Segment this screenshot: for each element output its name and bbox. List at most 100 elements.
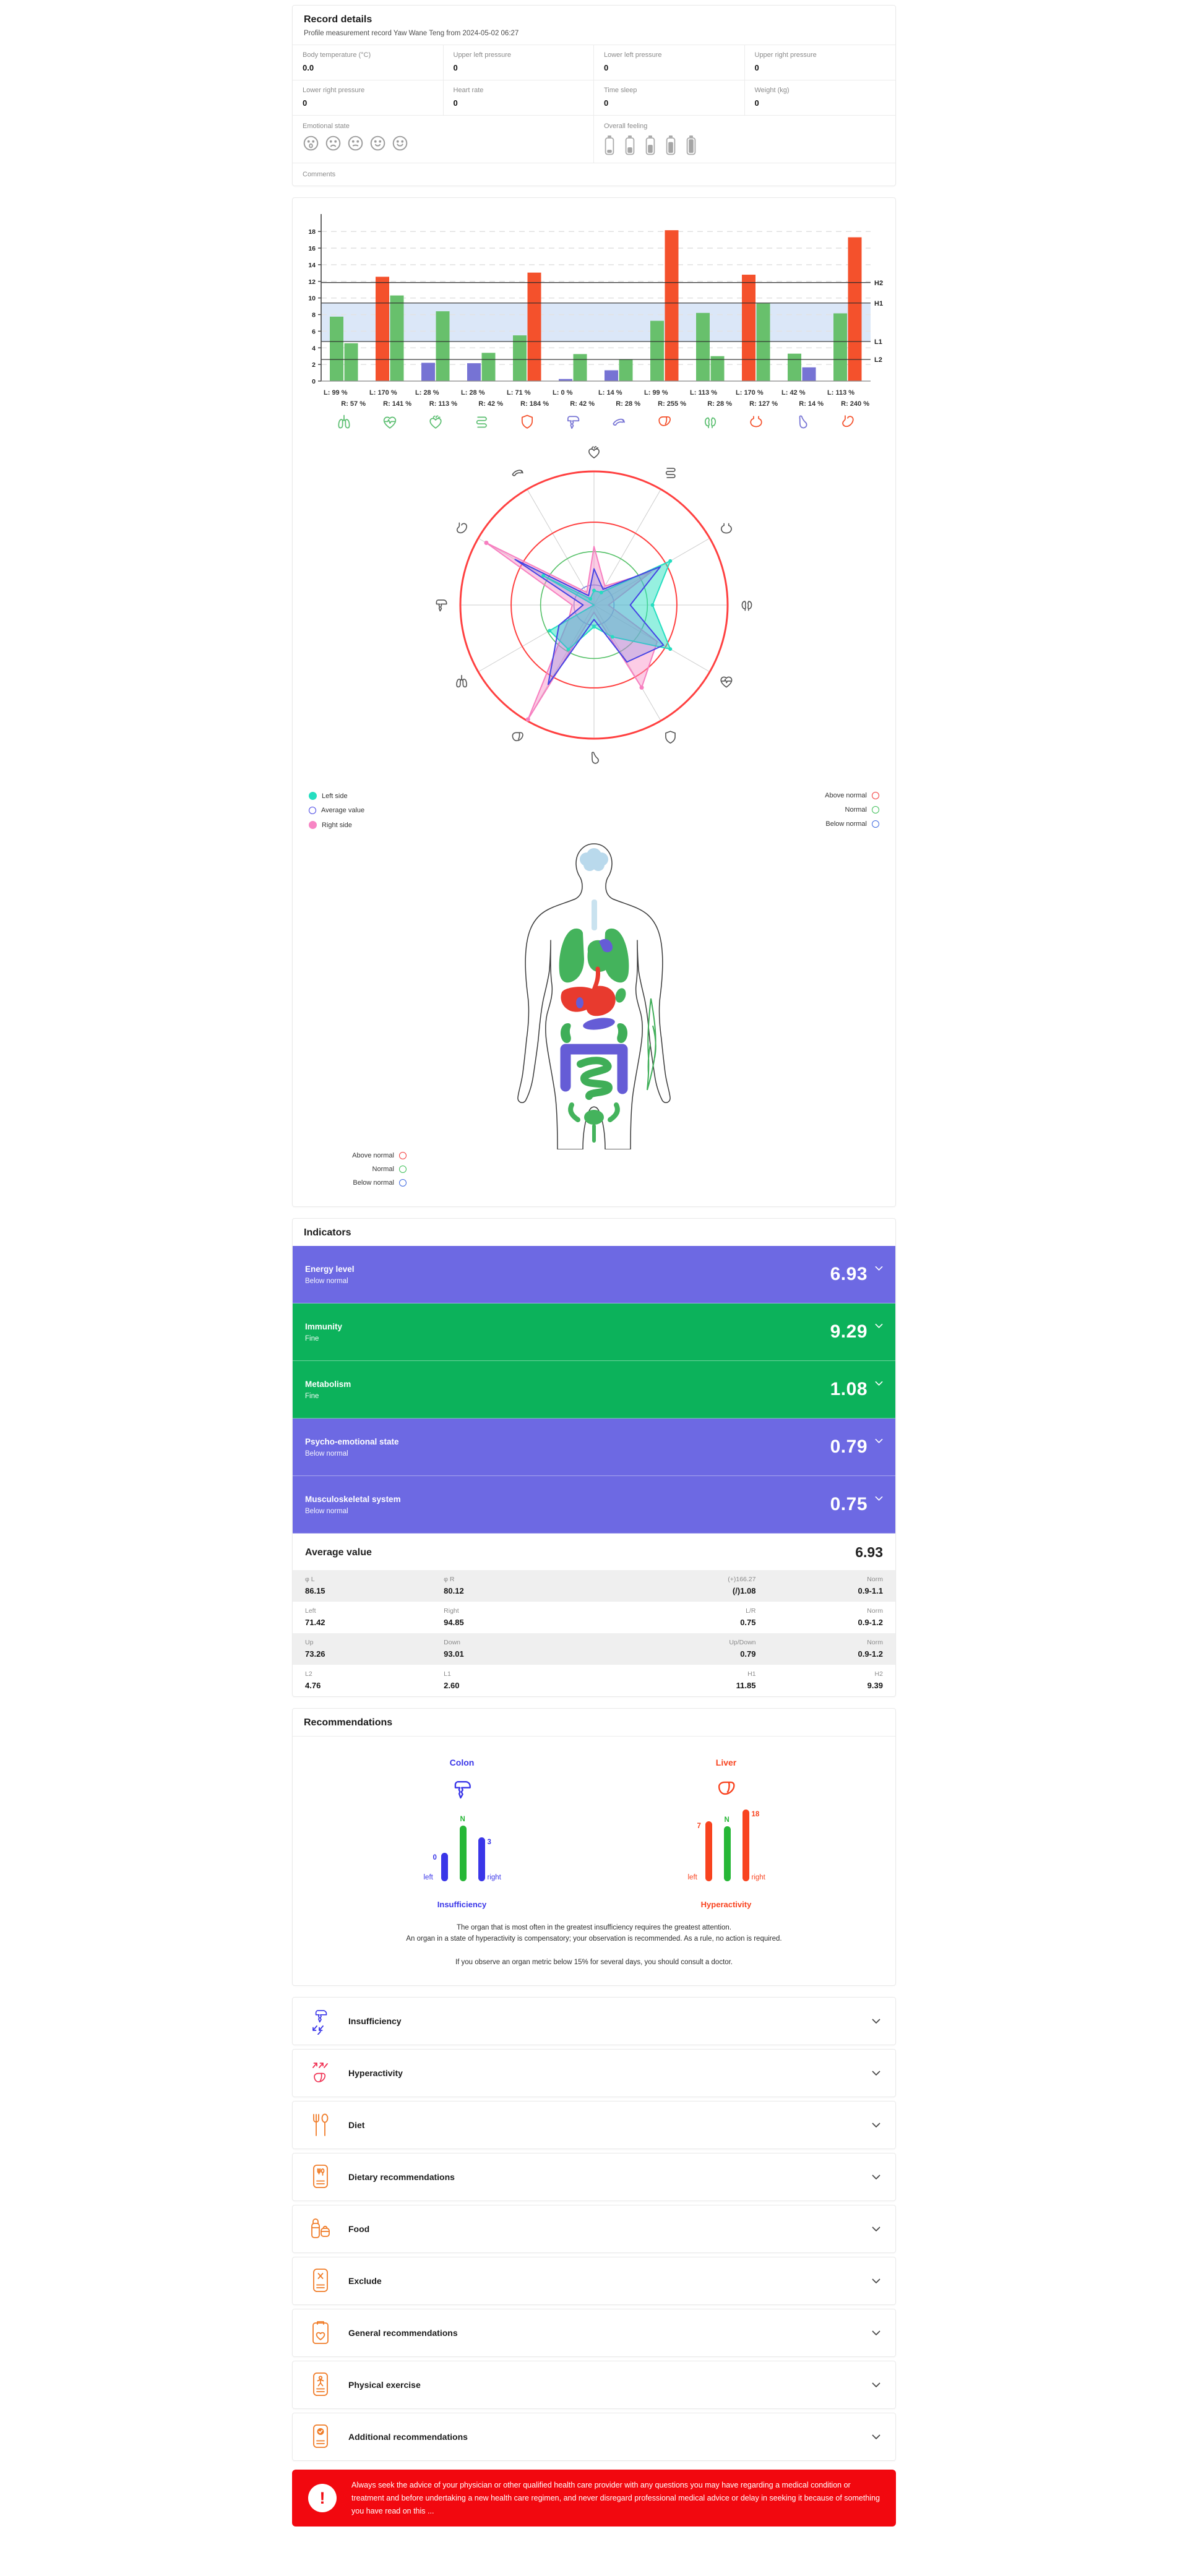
svg-text:R: 184 %: R: 184 % [520, 400, 549, 408]
left-bar [559, 379, 572, 381]
metrics-table-row: Up 73.26 Down 93.01 Up/Down 0.79 Norm 0.9-1.2 [293, 1633, 895, 1665]
indicator-row-psycho-emotional-state[interactable]: Psycho-emotional state Below normal 0.79 [293, 1419, 895, 1476]
colon-icon [450, 1777, 474, 1801]
indicator-row-immunity[interactable]: Immunity Fine 9.29 [293, 1303, 895, 1361]
battery-level-3-icon[interactable] [645, 135, 656, 155]
chevron-down-icon [875, 1266, 883, 1271]
left-bar [833, 313, 847, 381]
left-bar [696, 312, 710, 381]
field-value: 0.0 [303, 63, 314, 72]
trachea [592, 899, 597, 930]
chevron-down-icon [872, 2434, 880, 2439]
indicators-header: Indicators [293, 1219, 895, 1246]
accordion-general-recommendations[interactable]: General recommendations [292, 2309, 896, 2358]
accordion-dietary-recommendations[interactable]: Dietary recommendations [292, 2153, 896, 2202]
battery-level-4-icon[interactable] [665, 135, 676, 155]
record-details-header: Record details Profile measurement recor… [293, 6, 895, 45]
svg-text:R: 14 %: R: 14 % [799, 400, 824, 408]
metric-label: Down [444, 1639, 461, 1646]
field-label: Body temperature (°C) [303, 51, 371, 59]
emotional-state-field: Emotional state [293, 116, 594, 163]
battery-level-5-icon[interactable] [686, 135, 697, 155]
metric-value: (/)1.08 [732, 1586, 756, 1595]
great-face-icon[interactable] [392, 135, 408, 152]
neutral-face-icon[interactable] [347, 135, 364, 152]
svg-text:12: 12 [308, 278, 316, 286]
metrics-cell: L2 4.76 [305, 1670, 444, 1690]
metric-label: H2 [874, 1670, 883, 1678]
battery-level-1-icon[interactable] [604, 135, 615, 155]
upper-right-pressure-field[interactable]: Upper right pressure 0 [744, 45, 895, 80]
legend-item: Above normal [825, 792, 879, 799]
indicator-row-musculoskeletal-system[interactable]: Musculoskeletal system Below normal 0.75 [293, 1476, 895, 1534]
svg-text:R: 255 %: R: 255 % [658, 400, 686, 408]
metric-value: 80.12 [444, 1586, 464, 1595]
sad-face-icon[interactable] [325, 135, 342, 152]
heart-icon [588, 446, 600, 459]
indicator-name: Immunity [305, 1321, 343, 1331]
overall-feeling-rating[interactable] [604, 135, 885, 155]
upper-left-pressure-field[interactable]: Upper left pressure 0 [443, 45, 594, 80]
metrics-cell: Up/Down 0.79 [582, 1639, 755, 1659]
metrics-cell: φ R 80.12 [444, 1576, 582, 1595]
indicator-value: 1.08 [830, 1379, 867, 1399]
metric-value: 0.75 [740, 1618, 756, 1627]
time-sleep-field[interactable]: Time sleep 0 [594, 80, 745, 116]
indicator-row-energy-level[interactable]: Energy level Below normal 6.93 [293, 1246, 895, 1303]
emotional-state-rating[interactable] [303, 135, 583, 152]
metrics-cell: Left 71.42 [305, 1607, 444, 1627]
left-lung-organ [559, 928, 584, 983]
indicator-row-metabolism[interactable]: Metabolism Fine 1.08 [293, 1361, 895, 1419]
pancreas-organ [583, 1018, 615, 1030]
body-temperature-c-field[interactable]: Body temperature (°C) 0.0 [293, 45, 444, 80]
lower-left-pressure-field[interactable]: Lower left pressure 0 [594, 45, 745, 80]
field-value: 0 [604, 63, 609, 72]
accordion-hyperactivity[interactable]: Hyperactivity [292, 2049, 896, 2098]
metric-label: φ L [305, 1576, 315, 1583]
metrics-cell: Up 73.26 [305, 1639, 444, 1659]
accordion-insufficiency[interactable]: Insufficiency [292, 1997, 896, 2046]
legend-item: Average value [309, 807, 364, 814]
chevron-down-icon [872, 2226, 880, 2231]
legend-item: Normal [309, 1166, 407, 1173]
metric-value: 9.39 [867, 1681, 883, 1690]
legend-label: Average value [321, 807, 365, 814]
metrics-cell: φ L 86.15 [305, 1576, 444, 1595]
metric-label: L2 [305, 1670, 312, 1678]
radar-legend: Left side Average value Right side Above n… [293, 784, 895, 831]
right-bar [665, 230, 679, 381]
indicator-name: Musculoskeletal system [305, 1494, 401, 1504]
legend-item: Right side [309, 821, 364, 829]
accordion-food[interactable]: Food [292, 2205, 896, 2254]
weight-kg-field[interactable]: Weight (kg) 0 [744, 80, 895, 116]
mini-bar-value: N [724, 1816, 730, 1824]
liver-icon [512, 732, 523, 742]
good-face-icon[interactable] [369, 135, 386, 152]
metric-value: 86.15 [305, 1586, 325, 1595]
stomach-icon [842, 415, 854, 427]
legend-item: Left side [309, 792, 364, 800]
lower-right-pressure-field[interactable]: Lower right pressure 0 [293, 80, 444, 116]
clipboard-heart-icon [312, 2321, 329, 2345]
very-sad-face-icon[interactable] [303, 135, 319, 152]
battery-level-2-icon[interactable] [624, 135, 635, 155]
accordion-exclude[interactable]: Exclude [292, 2257, 896, 2306]
left-bar [421, 363, 435, 381]
chevron-down-icon [872, 2071, 880, 2076]
accordion-additional-recommendations[interactable]: Additional recommendations [292, 2413, 896, 2462]
accordion-physical-exercise[interactable]: Physical exercise [292, 2361, 896, 2410]
liver-icon [715, 1777, 738, 1801]
field-label: Weight (kg) [754, 87, 790, 94]
metric-label: Right [444, 1607, 459, 1615]
heart-rate-field[interactable]: Heart rate 0 [443, 80, 594, 116]
mini-bar [459, 1826, 467, 1881]
metrics-cell: Norm 0.9-1.2 [756, 1639, 882, 1659]
note-doctor: If you observe an organ metric below 15%… [455, 1958, 733, 1966]
accordion-diet[interactable]: Diet [292, 2101, 896, 2150]
comments-field[interactable]: Comments [293, 163, 895, 186]
legend-ring-icon [309, 807, 316, 814]
organ-name: Liver [715, 1758, 737, 1767]
right-bar [848, 237, 862, 381]
svg-text:L: 113 %: L: 113 % [690, 389, 717, 397]
